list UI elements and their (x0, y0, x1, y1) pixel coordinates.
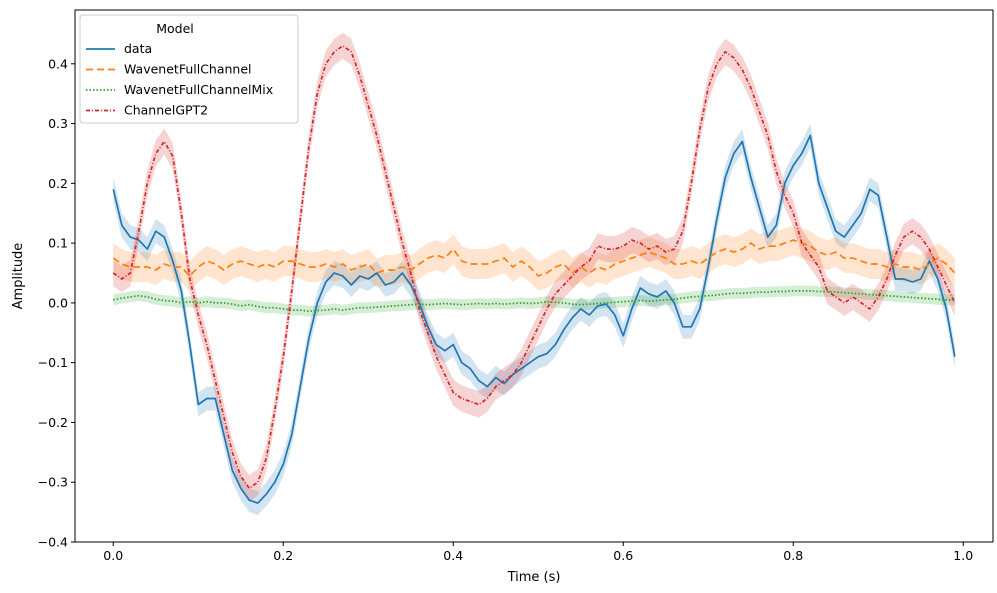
band-WavenetFullChannel (113, 225, 955, 291)
legend-label-WavenetFullChannelMix: WavenetFullChannelMix (124, 82, 273, 97)
legend-title: Model (156, 21, 194, 36)
legend-label-ChannelGPT2: ChannelGPT2 (124, 103, 208, 118)
x-tick-label: 0.8 (783, 548, 803, 563)
x-axis-label: Time (s) (507, 570, 561, 585)
legend-box (79, 14, 299, 124)
legend-label-data: data (124, 41, 152, 56)
confidence-bands (113, 32, 955, 516)
y-tick-label: 0.4 (48, 56, 68, 71)
x-tick-label: 0.6 (613, 548, 633, 563)
legend-items: data WavenetFullChannel WavenetFullChannel… (86, 41, 273, 118)
x-tick-label: 1.0 (953, 548, 973, 563)
y-tick-label: −0.1 (38, 355, 68, 370)
y-tick-label: 0.0 (48, 295, 68, 310)
y-axis-ticks: −0.4 −0.3 −0.2 −0.1 0.0 0.1 0.2 0.3 0.4 (38, 56, 75, 550)
y-tick-label: −0.3 (38, 475, 68, 490)
x-tick-label: 0.4 (443, 548, 463, 563)
series-lines (112, 45, 956, 504)
x-axis-ticks: 0.0 0.2 0.4 0.6 0.8 1.0 (103, 542, 973, 563)
x-tick-label: 0.0 (103, 548, 123, 563)
series-line-ChannelGPT2 (112, 45, 956, 490)
y-tick-label: 0.3 (48, 116, 68, 131)
band-WavenetFullChannelMix (113, 285, 955, 317)
y-axis-label: Amplitude (11, 243, 26, 310)
y-tick-label: −0.4 (38, 535, 68, 550)
series-line-data (112, 134, 956, 504)
x-tick-label: 0.2 (273, 548, 293, 563)
axes-frame (74, 9, 994, 543)
y-tick-label: −0.2 (38, 415, 68, 430)
series-line-WavenetFullChannel (112, 239, 956, 277)
legend: Model data WavenetFullChannel WavenetFullC… (79, 14, 299, 124)
y-tick-label: 0.1 (48, 236, 68, 251)
series-line-WavenetFullChannelMix (113, 290, 955, 313)
y-tick-label: 0.2 (48, 176, 68, 191)
legend-label-WavenetFullChannel: WavenetFullChannel (124, 62, 252, 77)
